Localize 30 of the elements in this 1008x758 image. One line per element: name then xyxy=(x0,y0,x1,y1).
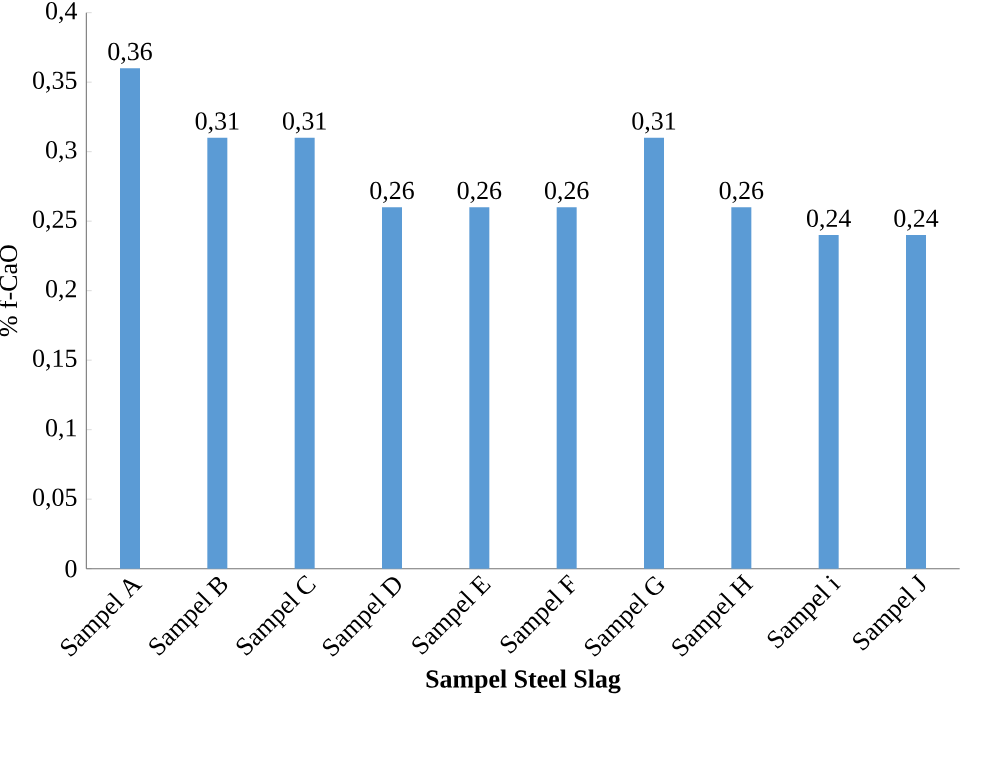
data-label: 0,36 xyxy=(108,42,152,64)
data-label: 0,24 xyxy=(894,209,939,231)
y-tick-label: 0,2 xyxy=(46,280,76,302)
data-label: 0,26 xyxy=(370,181,414,203)
bar xyxy=(294,137,315,569)
y-tick-label: 0,15 xyxy=(33,349,77,371)
bar xyxy=(818,235,839,569)
y-tick-label: 0,35 xyxy=(33,71,77,93)
y-tick-label: 0 xyxy=(65,559,77,578)
y-tick-label: 0,25 xyxy=(33,210,77,232)
bar xyxy=(644,137,665,569)
y-tick-label: 0,05 xyxy=(33,488,77,510)
data-label: 0,26 xyxy=(544,181,589,203)
bar xyxy=(120,68,140,569)
bar xyxy=(906,235,927,569)
y-tick-label: 0,3 xyxy=(46,141,77,163)
y-tick-label: 0,4 xyxy=(46,2,78,24)
bar xyxy=(731,207,752,569)
bar xyxy=(207,137,228,569)
bar xyxy=(556,207,577,569)
data-label: 0,26 xyxy=(719,181,764,203)
bar xyxy=(382,207,402,569)
data-label: 0,31 xyxy=(632,112,676,134)
data-label: 0,26 xyxy=(457,181,502,203)
x-axis-title: Sampel Steel Slag xyxy=(426,669,621,694)
data-label: 0,31 xyxy=(195,112,239,134)
y-tick-label: 0,1 xyxy=(46,419,76,441)
data-label: 0,24 xyxy=(806,209,851,231)
bar xyxy=(469,207,490,569)
data-label: 0,31 xyxy=(282,112,326,134)
